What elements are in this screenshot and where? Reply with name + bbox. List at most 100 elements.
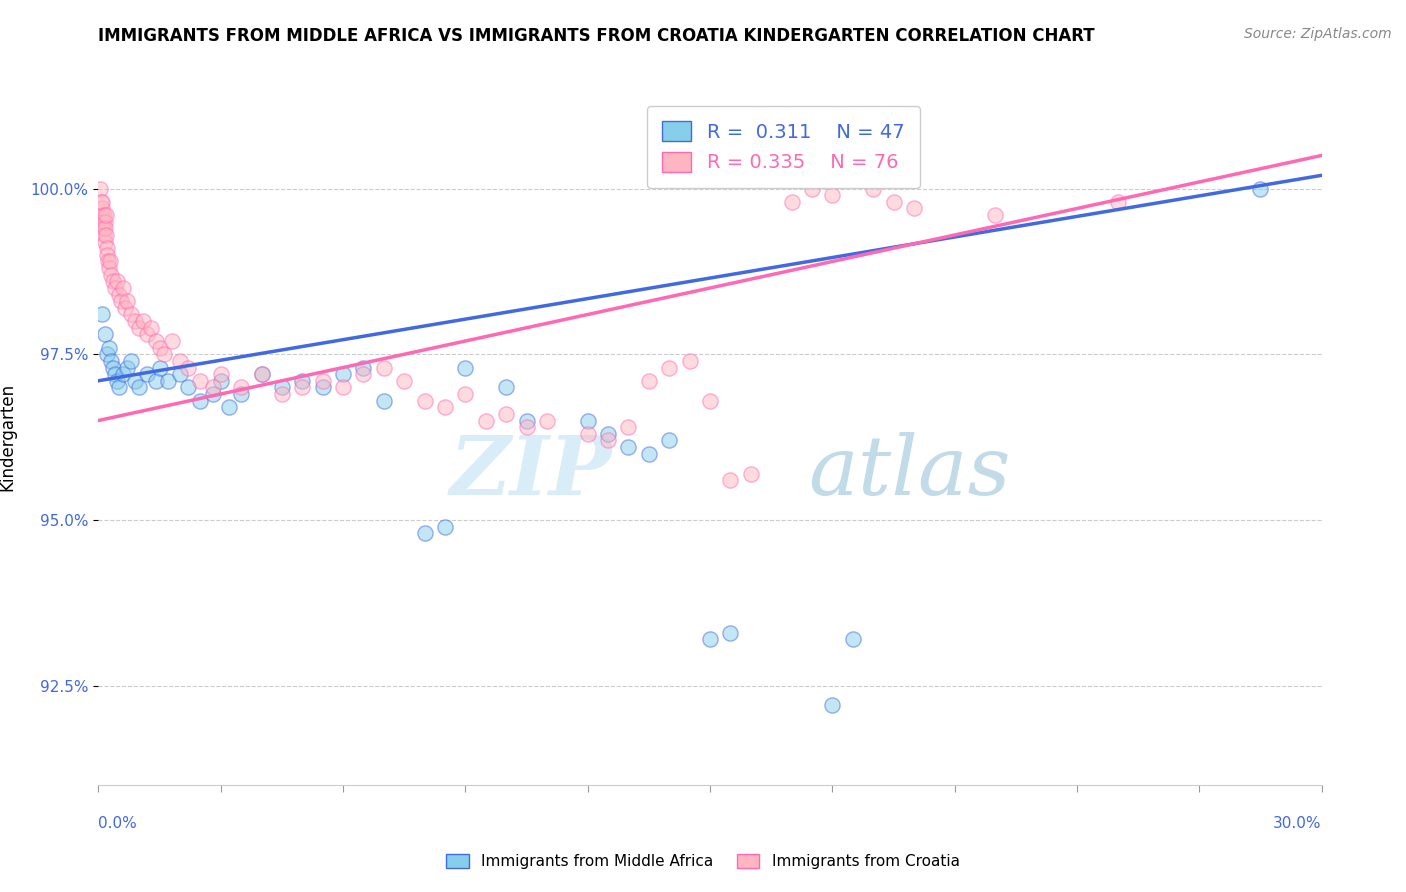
Point	[679, 354, 702, 368]
Point	[596, 434, 619, 448]
Point	[91, 215, 114, 229]
Point	[145, 374, 167, 388]
Point	[128, 320, 150, 334]
Point	[596, 426, 619, 441]
Y-axis label: Kindergarten: Kindergarten	[0, 383, 17, 491]
Point	[96, 227, 118, 242]
Point	[291, 380, 314, 394]
Point	[637, 447, 661, 461]
Text: 0.0%: 0.0%	[98, 816, 138, 831]
Point	[413, 393, 436, 408]
Point	[413, 526, 436, 541]
Point	[780, 194, 803, 209]
Point	[124, 314, 146, 328]
Point	[699, 632, 721, 647]
Point	[152, 347, 174, 361]
Point	[209, 367, 232, 381]
Point	[132, 314, 155, 328]
Point	[250, 367, 273, 381]
Text: Source: ZipAtlas.com: Source: ZipAtlas.com	[1244, 27, 1392, 41]
Point	[495, 380, 517, 394]
Point	[516, 420, 538, 434]
Point	[188, 374, 212, 388]
Point	[98, 261, 121, 276]
Point	[699, 393, 721, 408]
Point	[821, 698, 844, 713]
Point	[93, 208, 115, 222]
Point	[177, 360, 200, 375]
Point	[718, 625, 742, 640]
Point	[433, 519, 456, 533]
Point	[454, 387, 477, 401]
Point	[903, 202, 925, 216]
Point	[617, 420, 640, 434]
Text: atlas: atlas	[808, 432, 1011, 512]
Point	[93, 327, 115, 342]
Point	[120, 354, 142, 368]
Point	[108, 287, 131, 301]
Point	[250, 367, 273, 381]
Point	[312, 374, 335, 388]
Text: ZIP: ZIP	[450, 432, 612, 512]
Point	[270, 387, 294, 401]
Point	[231, 380, 253, 394]
Point	[91, 202, 114, 216]
Point	[201, 380, 224, 394]
Point	[332, 380, 354, 394]
Point	[108, 380, 131, 394]
Point	[801, 181, 824, 195]
Point	[90, 194, 112, 209]
Point	[145, 334, 167, 348]
Point	[149, 341, 172, 355]
Point	[94, 208, 117, 222]
Point	[188, 393, 212, 408]
Point	[474, 413, 498, 427]
Point	[141, 320, 163, 334]
Point	[91, 194, 114, 209]
Point	[111, 281, 134, 295]
Point	[94, 235, 117, 249]
Point	[100, 268, 122, 282]
Point	[495, 407, 517, 421]
Point	[91, 308, 114, 322]
Point	[128, 380, 150, 394]
Point	[352, 367, 374, 381]
Point	[94, 221, 117, 235]
Point	[821, 188, 844, 202]
Legend: Immigrants from Middle Africa, Immigrants from Croatia: Immigrants from Middle Africa, Immigrant…	[440, 848, 966, 875]
Point	[101, 274, 124, 288]
Point	[231, 387, 253, 401]
Point	[105, 274, 128, 288]
Point	[433, 401, 456, 415]
Point	[658, 360, 681, 375]
Point	[201, 387, 224, 401]
Point	[270, 380, 294, 394]
Point	[120, 308, 142, 322]
Text: IMMIGRANTS FROM MIDDLE AFRICA VS IMMIGRANTS FROM CROATIA KINDERGARTEN CORRELATIO: IMMIGRANTS FROM MIDDLE AFRICA VS IMMIGRA…	[98, 27, 1095, 45]
Point	[1249, 181, 1271, 195]
Point	[114, 301, 136, 315]
Point	[115, 360, 138, 375]
Point	[156, 374, 179, 388]
Point	[98, 254, 121, 268]
Point	[89, 181, 111, 195]
Point	[536, 413, 558, 427]
Point	[312, 380, 335, 394]
Point	[100, 354, 122, 368]
Point	[97, 341, 120, 355]
Point	[96, 248, 118, 262]
Point	[516, 413, 538, 427]
Point	[392, 374, 416, 388]
Point	[841, 632, 863, 647]
Point	[218, 401, 240, 415]
Point	[91, 221, 114, 235]
Legend: R =  0.311    N = 47, R = 0.335    N = 76: R = 0.311 N = 47, R = 0.335 N = 76	[647, 106, 920, 188]
Point	[136, 327, 159, 342]
Point	[862, 181, 884, 195]
Point	[160, 334, 183, 348]
Point	[291, 374, 314, 388]
Point	[124, 374, 146, 388]
Point	[96, 241, 118, 255]
Point	[576, 426, 599, 441]
Point	[332, 367, 354, 381]
